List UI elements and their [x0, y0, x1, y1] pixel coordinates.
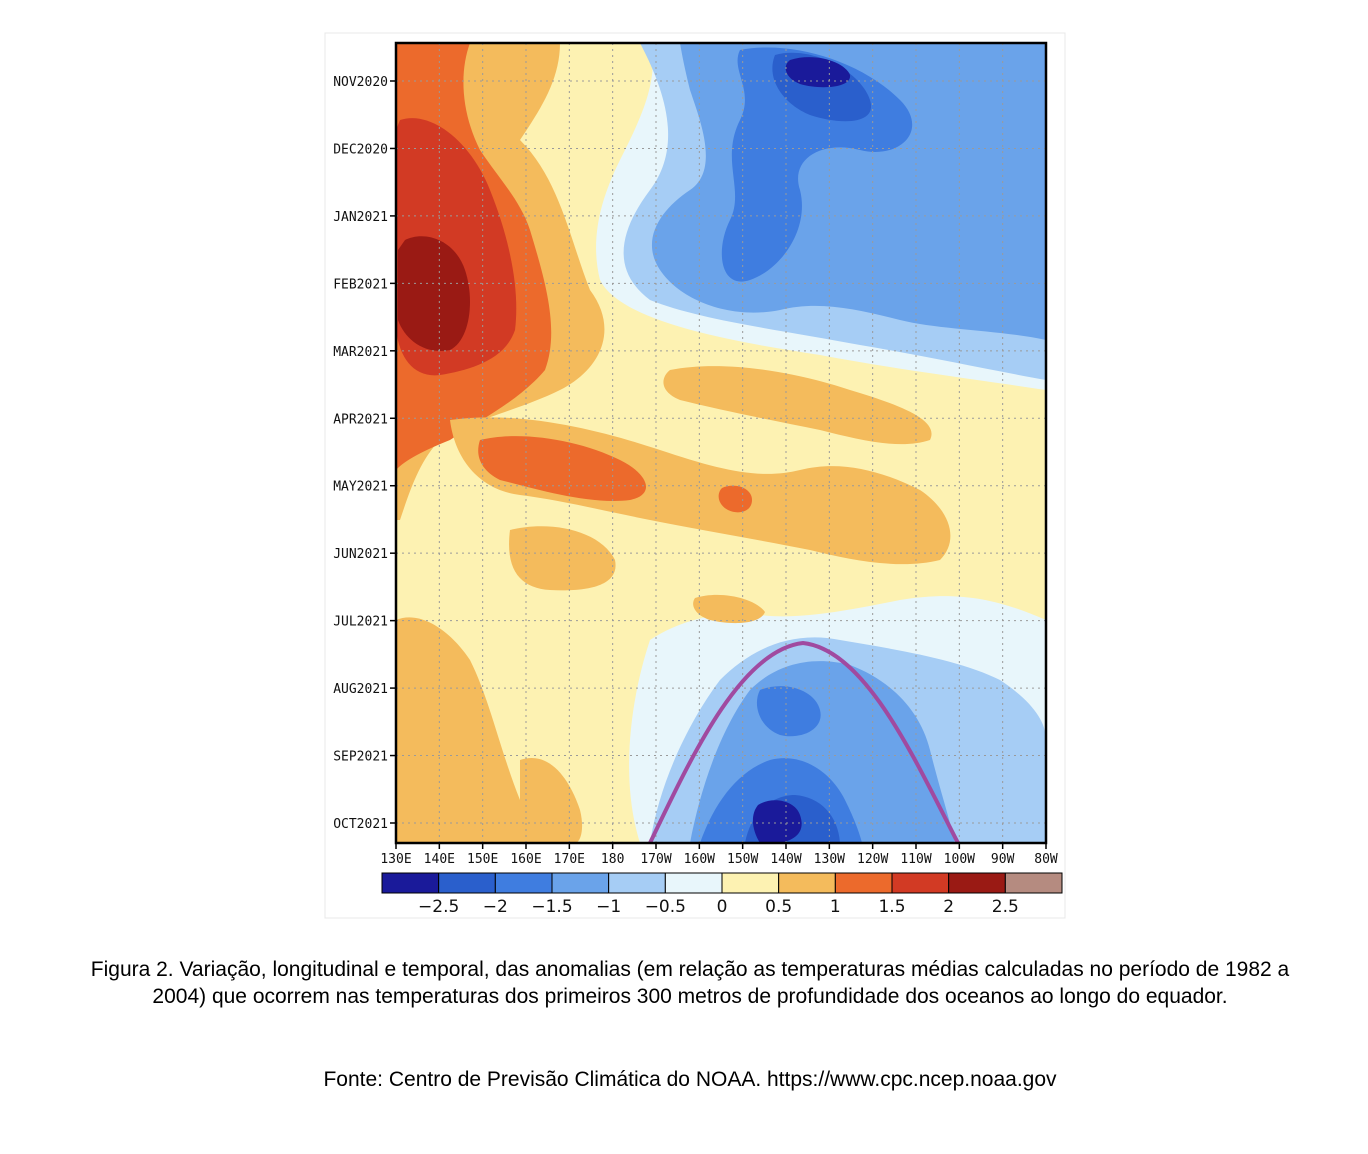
region-orange-spot [718, 485, 752, 513]
y-tick-label: AUG2021 [333, 682, 388, 697]
colorbar-tick-label: 1 [830, 897, 841, 917]
x-tick-label: 100W [944, 852, 975, 867]
y-tick-label: JUL2021 [333, 615, 388, 630]
colorbar-swatch [494, 872, 553, 894]
colorbar-tick-label: −1.5 [531, 897, 572, 917]
x-tick-label: 150E [467, 852, 498, 867]
colorbar-tick-label: −1 [596, 897, 621, 917]
x-axis: 130E 140E 150E 160E 170E 180 170W 160W 150W 140W 1… [380, 843, 1058, 867]
hovmoller-figure: NOV2020 DEC2020 JAN2021 FEB2021 MAR2021 APR20… [324, 32, 1066, 919]
y-tick-label: SEP2021 [333, 750, 388, 765]
y-tick-label: OCT2021 [333, 817, 388, 832]
x-tick-label: 160W [684, 852, 715, 867]
colorbar: −2.5 −2 −1.5 −1 −0.5 0 0.5 1 1.5 2 2.5 [381, 872, 1063, 917]
x-tick-label: 140E [424, 852, 455, 867]
colorbar-tick-label: 1.5 [878, 897, 905, 917]
grid-lines [396, 43, 1046, 843]
colorbar-swatch [1004, 872, 1063, 894]
x-tick-label: 180 [601, 852, 624, 867]
y-tick-label: JAN2021 [333, 210, 388, 225]
x-tick-label: 170E [554, 852, 585, 867]
region-warm-band-upper [663, 366, 932, 445]
x-tick-label: 170W [640, 852, 671, 867]
x-tick-label: 130E [380, 852, 411, 867]
figure-caption: Figura 2. Variação, longitudinal e tempo… [90, 958, 1290, 1008]
x-tick-label: 90W [991, 852, 1015, 867]
colorbar-swatch [721, 872, 780, 894]
colorbar-tick-label: −2 [483, 897, 508, 917]
region-orange-july [693, 594, 765, 624]
y-tick-label: JUN2021 [333, 547, 388, 562]
colorbar-tick-label: −2.5 [418, 897, 459, 917]
x-tick-label: 80W [1034, 852, 1058, 867]
region-deepest-blue-north [785, 57, 851, 88]
colorbar-tick-label: −0.5 [645, 897, 686, 917]
x-tick-label: 120W [857, 852, 888, 867]
colorbar-swatch [438, 872, 496, 894]
colorbar-swatch [551, 872, 610, 894]
colorbar-tick-label: 2.5 [992, 897, 1019, 917]
x-tick-label: 160E [510, 852, 541, 867]
colorbar-tick-label: 0 [717, 897, 728, 917]
x-tick-label: 130W [814, 852, 845, 867]
y-tick-label: DEC2020 [333, 142, 388, 157]
y-tick-label: NOV2020 [333, 75, 388, 90]
y-tick-label: MAR2021 [333, 345, 388, 360]
anomaly-heatmap [396, 43, 1046, 843]
colorbar-swatch [664, 872, 723, 894]
colorbar-tick-label: 2 [943, 897, 954, 917]
figure-source: Fonte: Centro de Previsão Climática do N… [323, 1068, 1057, 1091]
y-tick-label: APR2021 [333, 412, 388, 427]
colorbar-swatch [778, 872, 836, 894]
colorbar-swatch [834, 872, 893, 894]
y-axis: NOV2020 DEC2020 JAN2021 FEB2021 MAR2021 APR20… [333, 75, 396, 832]
region-orange-west-bottom [520, 758, 583, 843]
region-dark-blue-south-2 [756, 686, 821, 737]
y-tick-label: MAY2021 [333, 480, 388, 495]
plot-frame [394, 41, 1048, 845]
colorbar-swatch [608, 872, 666, 894]
colorbar-swatch [891, 872, 950, 894]
region-deepest-blue-south [752, 800, 802, 843]
colorbar-tick-label: 0.5 [765, 897, 792, 917]
x-tick-label: 150W [727, 852, 758, 867]
chart-svg: NOV2020 DEC2020 JAN2021 FEB2021 MAR2021 APR20… [324, 32, 1066, 919]
colorbar-swatch [381, 872, 440, 894]
colorbar-swatch [948, 872, 1006, 894]
region-orange-mid [478, 436, 647, 501]
y-tick-label: FEB2021 [333, 277, 388, 292]
region-orange-west-lower [396, 617, 540, 843]
x-tick-label: 110W [900, 852, 931, 867]
region-orange-june [509, 526, 616, 591]
x-tick-label: 140W [770, 852, 801, 867]
highlight-curve [648, 640, 960, 843]
region-dark-red-west [398, 236, 470, 351]
